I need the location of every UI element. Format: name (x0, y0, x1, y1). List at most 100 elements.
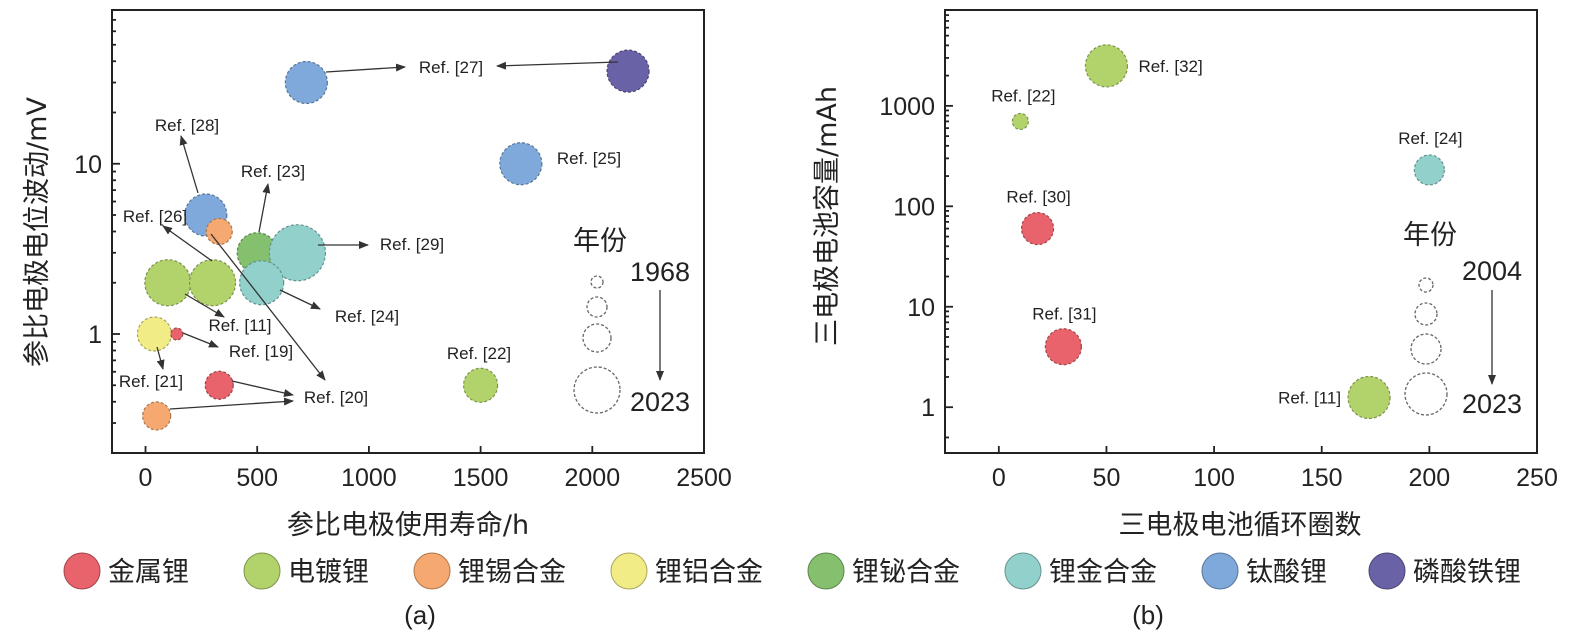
year-size-circle-3 (1410, 333, 1442, 365)
annotation-label: Ref. [24] (335, 307, 399, 326)
data-point (268, 224, 327, 282)
legend-swatch (243, 552, 281, 590)
annotation-label: Ref. [27] (419, 58, 483, 77)
legend-item: 金属锂 (63, 552, 189, 590)
panel-a-year-legend-title: 年份 (573, 226, 627, 257)
point-label: Ref. [11] (1278, 388, 1341, 407)
data-point (1084, 44, 1129, 88)
data-point (144, 259, 192, 307)
annotation-label: Ref. [25] (557, 149, 621, 168)
panel-b-year-legend-title: 年份 (1403, 220, 1457, 251)
data-point (204, 370, 234, 400)
x-tick-label: 150 (1301, 464, 1343, 492)
legend-swatch (1368, 552, 1406, 590)
annotation-label: Ref. [28] (155, 116, 219, 135)
panel-b-year-end: 2023 (1462, 389, 1522, 419)
annotation-label: Ref. [11] (209, 316, 272, 335)
point-label: Ref. [30] (1006, 188, 1070, 207)
panel-b-points (1011, 44, 1445, 420)
legend-swatch (807, 552, 845, 590)
legend-label: 锂锡合金 (458, 557, 566, 588)
annotation-arrow (162, 225, 213, 262)
annotation-arrow (179, 135, 199, 194)
legend-label: 电镀锂 (288, 557, 369, 588)
legend-label: 钛酸锂 (1246, 557, 1327, 588)
y-tick-label: 1000 (879, 93, 935, 121)
panel-a-year-start: 1968 (630, 257, 690, 287)
data-point (1011, 112, 1029, 131)
panel-a-points (136, 49, 650, 431)
panel-b-x-axis-title: 三电极电池循环圈数 (1119, 510, 1362, 541)
panel-b-year-legend: 年份 2004 2023 (1403, 220, 1522, 419)
year-size-circle-1 (1418, 277, 1434, 293)
x-tick-label: 50 (1093, 464, 1121, 492)
point-label: Ref. [31] (1032, 305, 1096, 324)
data-point (1044, 328, 1083, 366)
data-point (463, 367, 499, 403)
panel-b-y-axis-title: 三电极电池容量/mAh (812, 86, 843, 346)
data-point (136, 316, 173, 352)
x-tick-label: 200 (1409, 464, 1451, 492)
point-label: Ref. [24] (1398, 129, 1462, 148)
panel-b-ticks: 0 50 100 150 200 250 1 10 100 1000 (879, 14, 1558, 492)
legend-item: 锂铝合金 (610, 552, 763, 590)
annotation-arrow (169, 397, 294, 410)
y-tick-label: 1 (88, 321, 102, 349)
legend-label: 金属锂 (108, 557, 189, 588)
legend-item: 锂铋合金 (807, 552, 960, 590)
legend-item: 电镀锂 (243, 552, 369, 590)
data-point (499, 142, 543, 186)
x-tick-label: 500 (236, 464, 278, 492)
data-point (1020, 211, 1055, 246)
legend-item: 锂金合金 (1004, 552, 1157, 590)
year-size-circle-3 (582, 323, 612, 353)
legend-item: 锂锡合金 (413, 552, 566, 590)
legend-label: 磷酸铁锂 (1413, 557, 1521, 588)
data-point (284, 60, 328, 105)
annotation-arrow (184, 293, 225, 318)
data-point (142, 401, 172, 431)
annotation-label: Ref. [26] (123, 207, 187, 226)
annotation-arrow (279, 289, 321, 310)
annotation-arrow (325, 63, 406, 73)
panel-b-plot-frame (944, 9, 1538, 454)
data-point (606, 49, 650, 93)
annotation-arrow (210, 233, 326, 381)
annotation-label: Ref. [21] (119, 372, 183, 391)
annotation-arrow (258, 183, 271, 233)
annotation-label: Ref. [20] (304, 388, 368, 407)
annotation-label: Ref. [23] (241, 162, 305, 181)
data-point (1413, 154, 1445, 186)
annotation-label: Ref. [19] (229, 342, 293, 361)
point-label: Ref. [22] (991, 86, 1055, 105)
legend-swatch (413, 552, 451, 590)
data-point (1347, 375, 1391, 420)
legend-swatch (63, 552, 101, 590)
panel-a-ticks: 0 500 1000 1500 2000 2500 1 10 (74, 18, 732, 492)
panel-a-year-legend: 年份 1968 2023 (573, 226, 690, 417)
annotation-arrow (182, 332, 219, 348)
panel-a-annotations: Ref. [27] Ref. [25] Ref. [28] Ref. [23] Ref.… (119, 58, 621, 410)
y-tick-label: 10 (74, 151, 102, 179)
panel-b-year-start: 2004 (1462, 256, 1522, 286)
panel-a-x-axis-title: 参比电极使用寿命/h (287, 510, 529, 541)
year-size-circle-4 (1404, 372, 1448, 416)
panel-a-label: (a) (404, 600, 436, 630)
legend-item: 磷酸铁锂 (1368, 552, 1521, 590)
legend-swatch (1201, 552, 1239, 590)
data-point (239, 260, 285, 306)
legend-swatch (610, 552, 648, 590)
data-point (205, 217, 233, 246)
x-tick-label: 0 (139, 464, 153, 492)
category-legend: 金属锂 电镀锂 锂锡合金 锂铝合金 锂铋合金 锂金合金 钛酸锂 磷酸铁锂 (63, 552, 1521, 590)
legend-label: 锂金合金 (1049, 557, 1157, 588)
x-tick-label: 1500 (453, 464, 509, 492)
panel-a-year-end: 2023 (630, 387, 690, 417)
panel-b-point-labels: Ref. [32] Ref. [22] Ref. [24] Ref. [30] Ref.… (991, 57, 1462, 408)
x-tick-label: 250 (1516, 464, 1558, 492)
x-tick-label: 100 (1193, 464, 1235, 492)
year-size-circle-2 (586, 296, 608, 318)
annotation-label: Ref. [29] (380, 235, 444, 254)
